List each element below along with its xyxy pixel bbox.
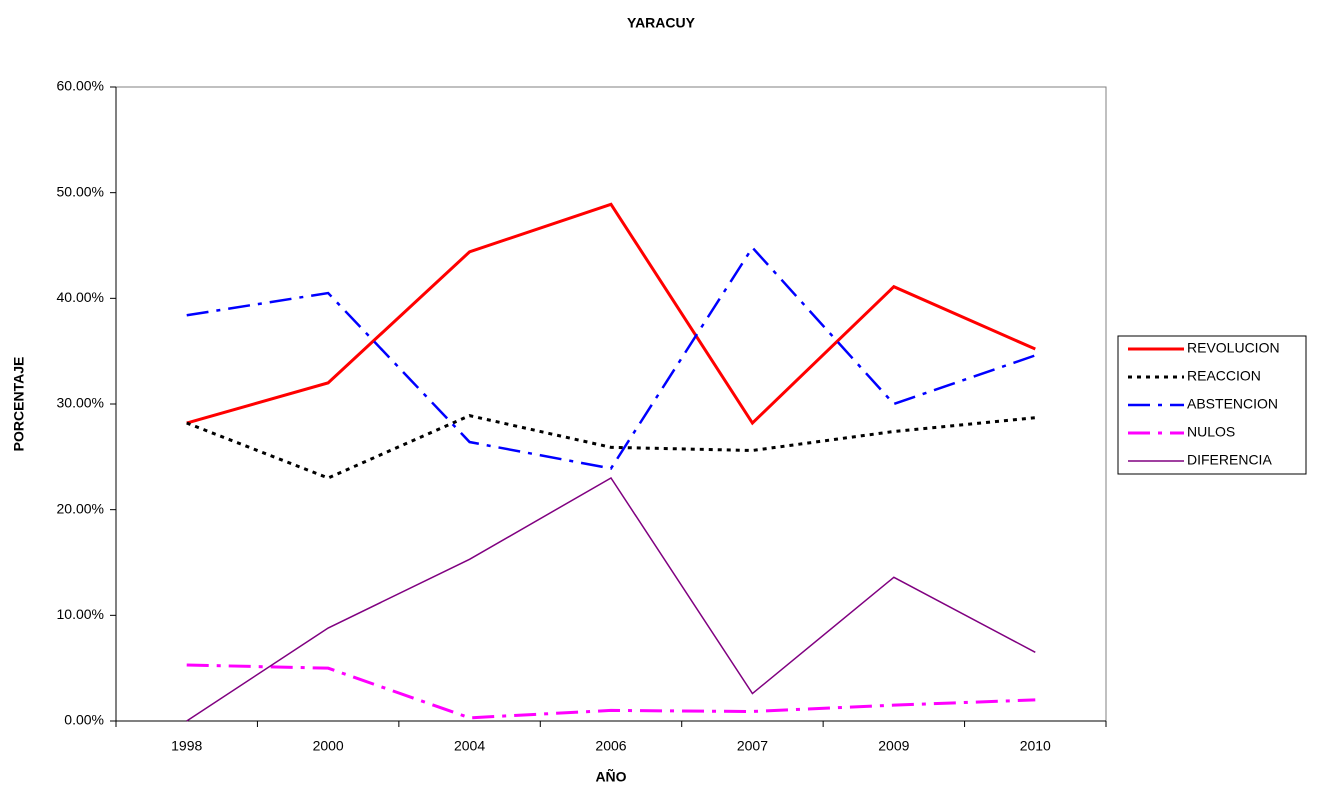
x-tick-label: 2009 [878,738,909,754]
y-tick-label: 20.00% [57,500,104,516]
y-axis-label: PORCENTAJE [11,357,27,452]
legend-label: ABSTENCION [1187,396,1278,412]
x-tick-label: 2000 [313,738,344,754]
y-tick-label: 50.00% [57,183,104,199]
x-tick-label: 2004 [454,738,485,754]
series-line [186,202,1036,426]
x-tick-label: 1998 [171,738,202,754]
series-line [186,414,1036,480]
legend-label: REACCION [1187,368,1261,384]
legend-label: REVOLUCION [1187,340,1280,356]
y-tick-label: 30.00% [57,395,104,411]
y-tick-label: 40.00% [57,289,104,305]
series-line [186,245,1036,470]
y-tick-label: 10.00% [57,606,104,622]
series-line [186,663,1036,720]
legend-label: NULOS [1187,424,1235,440]
plot-area [115,86,1107,722]
y-tick-label: 60.00% [57,78,104,94]
series-line [186,476,1036,722]
x-tick-label: 2007 [737,738,768,754]
y-tick-label: 0.00% [64,712,104,728]
x-tick-label: 2006 [595,738,626,754]
legend-label: DIFERENCIA [1187,452,1272,468]
x-axis-label: AÑO [595,768,626,785]
x-tick-label: 2010 [1020,738,1051,754]
chart-title: YARACUY [627,15,696,31]
